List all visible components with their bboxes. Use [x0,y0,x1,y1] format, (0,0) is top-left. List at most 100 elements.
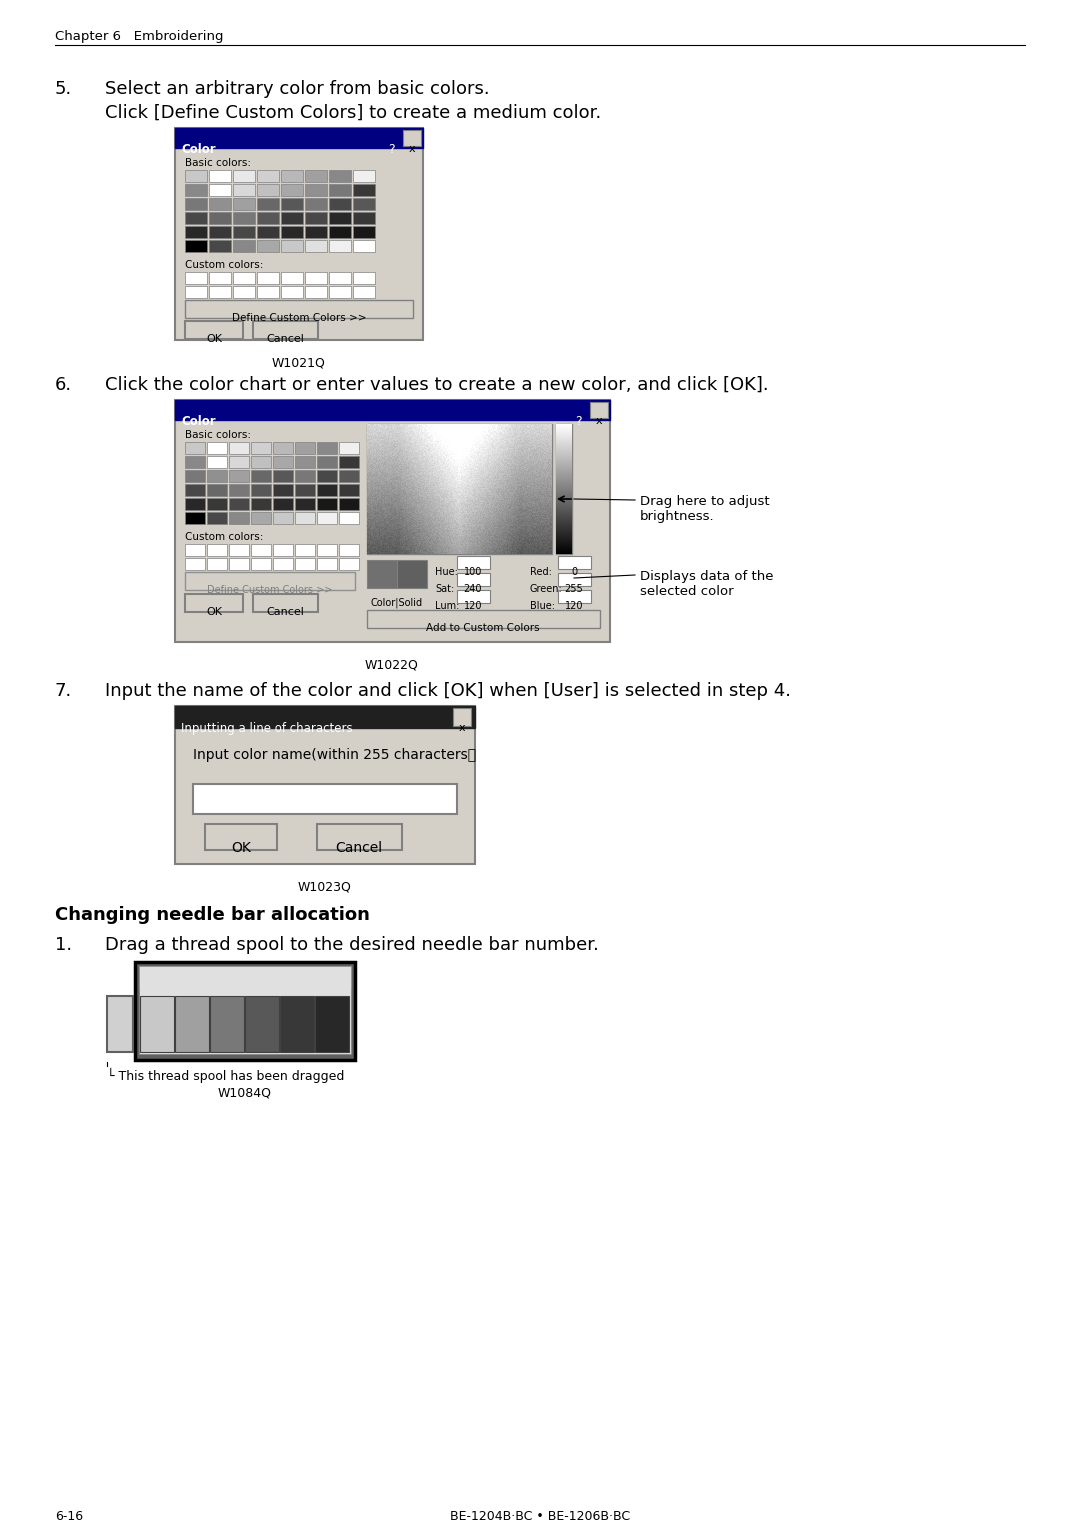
Bar [253,594,318,613]
Text: Drag here to adjust
brightness.: Drag here to adjust brightness. [640,495,770,523]
Bar [210,240,231,252]
Bar [229,471,249,481]
Bar [281,240,303,252]
Bar [185,226,207,238]
Bar [210,286,231,298]
Text: ?: ? [388,144,394,156]
Bar [257,286,279,298]
Bar [185,240,207,252]
Bar [305,212,327,225]
Bar [273,442,293,454]
Text: 7.: 7. [55,681,72,700]
Text: x: x [459,723,465,733]
Bar [185,471,205,481]
Bar [207,498,227,510]
Bar [107,996,133,1051]
Bar [210,183,231,196]
Bar [353,183,375,196]
Bar [175,128,423,341]
Bar [251,544,271,556]
Text: Click the color chart or enter values to create a new color, and click [OK].: Click the color chart or enter values to… [105,376,769,394]
Text: Click [Define Custom Colors] to create a medium color.: Click [Define Custom Colors] to create a… [105,104,602,122]
Bar [175,128,423,148]
Bar [210,996,244,1051]
Text: Inputting a line of characters: Inputting a line of characters [181,723,353,735]
Bar [558,556,591,568]
Bar [251,471,271,481]
Text: Cancel: Cancel [266,335,303,344]
Bar [233,226,255,238]
Bar [185,199,207,209]
Bar [295,442,315,454]
Bar [295,455,315,468]
Bar [273,455,293,468]
Text: Hue:: Hue: [435,567,458,578]
Bar [257,226,279,238]
Bar [185,286,207,298]
Bar [305,240,327,252]
Bar [233,183,255,196]
Bar [457,573,490,587]
Bar [175,706,475,727]
Bar [229,484,249,497]
Bar [139,966,351,989]
Bar [353,272,375,284]
Text: 240: 240 [463,584,483,594]
Text: BE-1204B·BC • BE-1206B·BC: BE-1204B·BC • BE-1206B·BC [450,1510,630,1523]
Text: 120: 120 [463,601,483,611]
Bar [403,130,421,147]
Text: Select an arbitrary color from basic colors.: Select an arbitrary color from basic col… [105,79,489,98]
Text: Basic colors:: Basic colors: [185,429,251,440]
Bar [339,455,359,468]
Bar [257,212,279,225]
Bar [295,471,315,481]
Bar [207,484,227,497]
Bar [229,455,249,468]
Bar [175,400,610,420]
Bar [257,170,279,182]
Bar [251,512,271,524]
Bar [251,498,271,510]
Bar [245,996,279,1051]
Text: W1084Q: W1084Q [218,1086,272,1099]
Bar [273,512,293,524]
Text: └ This thread spool has been dragged: └ This thread spool has been dragged [107,1068,345,1083]
Bar [210,199,231,209]
Bar [257,183,279,196]
Bar [139,966,351,1054]
Bar [207,512,227,524]
Text: Basic colors:: Basic colors: [185,157,251,168]
Bar [185,571,355,590]
Text: 6-16: 6-16 [55,1510,83,1523]
Bar [281,272,303,284]
Bar [185,594,243,613]
Bar [229,544,249,556]
Bar [339,484,359,497]
Text: Cancel: Cancel [266,607,303,617]
Bar [318,512,337,524]
Bar [339,558,359,570]
Bar [353,199,375,209]
Bar [315,996,349,1051]
Text: x: x [408,144,416,154]
Text: 0: 0 [571,567,577,578]
Text: Displays data of the
selected color: Displays data of the selected color [640,570,773,597]
Bar [318,471,337,481]
Bar [329,272,351,284]
Text: OK: OK [206,607,222,617]
Bar [305,272,327,284]
Bar [185,455,205,468]
Text: Define Custom Colors >>: Define Custom Colors >> [207,585,333,594]
Bar [207,442,227,454]
Text: 1.: 1. [55,937,72,953]
Text: Custom colors:: Custom colors: [185,260,264,270]
Bar [233,240,255,252]
Bar [251,442,271,454]
Text: Add to Custom Colors: Add to Custom Colors [427,623,540,633]
Text: 120: 120 [565,601,583,611]
Bar [273,558,293,570]
Bar [318,544,337,556]
Text: W1021Q: W1021Q [272,356,326,368]
Bar [329,240,351,252]
Bar [251,484,271,497]
